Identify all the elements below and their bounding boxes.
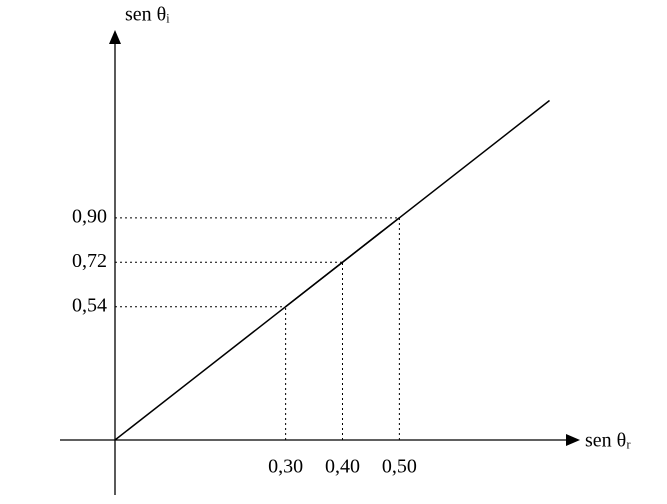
- x-axis-label: sen θᵣ: [585, 430, 631, 452]
- y-tick-label: 0,90: [72, 205, 107, 227]
- x-tick-label: 0,50: [382, 456, 417, 478]
- y-axis-arrow: [109, 30, 121, 44]
- y-tick-label: 0,54: [72, 294, 107, 316]
- data-line: [285, 217, 400, 308]
- x-axis-arrow: [566, 434, 580, 446]
- x-tick-label: 0,30: [268, 456, 303, 478]
- y-tick-label: 0,72: [72, 250, 107, 272]
- x-tick-label: 0,40: [325, 456, 360, 478]
- y-axis-label: sen θᵢ: [125, 4, 170, 26]
